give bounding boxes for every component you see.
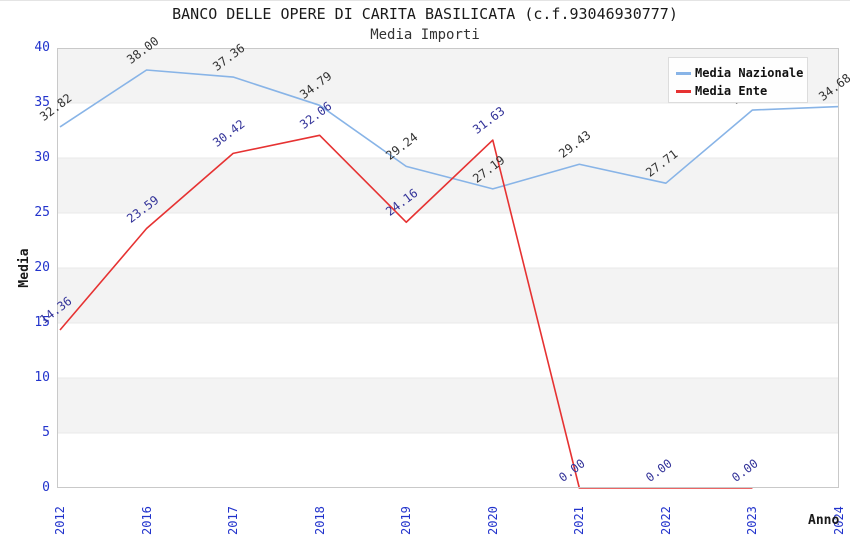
legend-item: Media Ente — [669, 82, 807, 100]
y-axis-title: Media — [17, 248, 32, 288]
chart-title: BANCO DELLE OPERE DI CARITA BASILICATA (… — [172, 5, 678, 23]
chart-subtitle: Media Importi — [370, 27, 480, 43]
series-line-media-nazionale — [59, 69, 840, 190]
top-border — [0, 0, 850, 1]
grid-band — [57, 378, 839, 433]
plot-border — [57, 48, 839, 488]
x-axis-title: Anno — [808, 513, 840, 528]
legend: Media Nazionale Media Ente — [668, 57, 808, 103]
legend-line-icon — [676, 89, 691, 93]
grid-band — [57, 268, 839, 323]
legend-label: Media Ente — [695, 84, 768, 98]
legend-line-icon — [676, 71, 691, 75]
grid-band — [57, 158, 839, 213]
legend-item: Media Nazionale — [669, 64, 807, 82]
legend-label: Media Nazionale — [695, 66, 804, 80]
